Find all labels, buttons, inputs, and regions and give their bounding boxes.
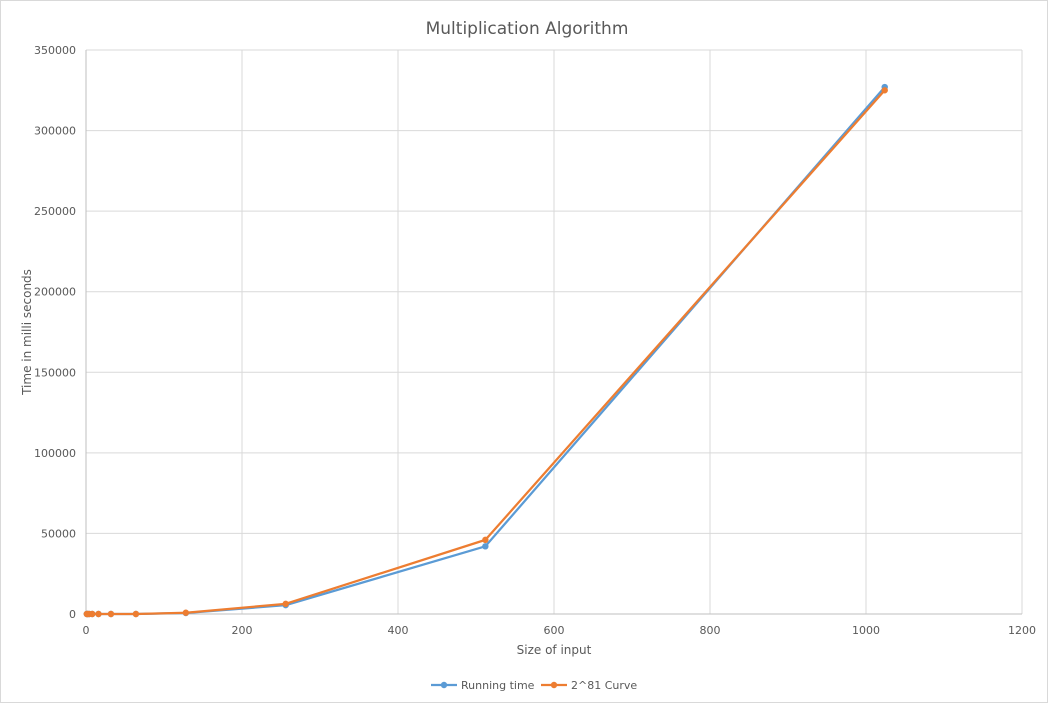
legend-item: Running time	[431, 679, 535, 692]
y-tick-label: 200000	[34, 286, 76, 299]
data-point	[182, 609, 190, 616]
series-lines	[83, 83, 888, 618]
data-point	[482, 543, 489, 550]
data-point	[282, 600, 289, 608]
gridlines	[86, 49, 1023, 614]
y-tick-label: 50000	[41, 527, 76, 540]
x-tick-label: 800	[700, 624, 721, 637]
x-axis-label: Size of input	[517, 643, 592, 657]
y-tick-label: 350000	[34, 44, 76, 57]
x-tick-label: 200	[232, 624, 253, 637]
legend-swatch-marker	[440, 681, 448, 689]
data-point	[482, 536, 489, 544]
data-point	[881, 87, 888, 94]
series-line	[86, 89, 886, 616]
chart-title: Multiplication Algorithm	[426, 19, 629, 39]
series-1	[83, 87, 888, 618]
y-tick-label: 100000	[34, 447, 76, 460]
legend: Running time 2^81 Curve	[431, 679, 637, 692]
x-tick-label: 600	[544, 624, 565, 637]
x-tick-label: 0	[83, 624, 90, 637]
legend-label: Running time	[461, 679, 535, 692]
y-tick-label: 150000	[34, 366, 76, 379]
x-tick-label: 1200	[1008, 624, 1036, 637]
data-point	[95, 610, 102, 618]
y-axis-label: Time in milli seconds	[20, 269, 34, 396]
y-tick-label: 0	[69, 608, 76, 621]
data-point	[107, 610, 115, 618]
x-tick-label: 400	[388, 624, 409, 637]
data-point	[89, 610, 96, 618]
series-line	[86, 86, 886, 616]
legend-swatch-marker	[550, 681, 558, 689]
y-tick-label: 300000	[34, 125, 76, 138]
y-tick-label: 250000	[34, 205, 76, 218]
data-point	[132, 610, 140, 618]
legend-item: 2^81 Curve	[541, 679, 637, 692]
legend-label: 2^81 Curve	[571, 679, 637, 692]
x-tick-label: 1000	[852, 624, 880, 637]
axes: 0 50000 100000 150000 200000 250000 300000 3500…	[34, 44, 1036, 637]
